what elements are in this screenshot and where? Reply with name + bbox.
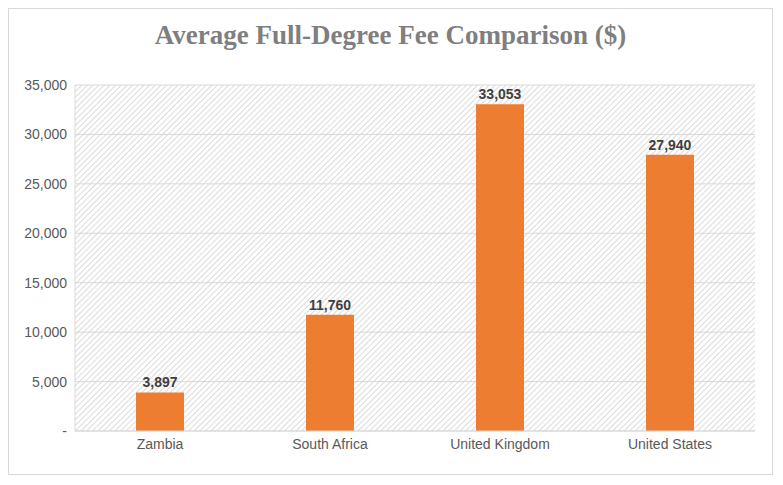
svg-text:25,000: 25,000 [24, 176, 67, 192]
svg-text:-: - [62, 423, 67, 439]
svg-text:11,760: 11,760 [309, 297, 351, 313]
svg-text:3,897: 3,897 [142, 374, 177, 390]
svg-text:15,000: 15,000 [24, 275, 67, 291]
svg-text:Zambia: Zambia [137, 436, 184, 452]
svg-text:33,053: 33,053 [479, 86, 522, 102]
html-text:Average Full-Degree Fee Compar: Average Full-Degree Fee Comparison ($) [154, 20, 627, 50]
svg-text:5,000: 5,000 [32, 374, 67, 390]
svg-text:United States: United States [628, 436, 712, 452]
svg-text:20,000: 20,000 [24, 225, 67, 241]
svg-text:10,000: 10,000 [24, 324, 67, 340]
svg-text:United Kingdom: United Kingdom [450, 436, 550, 452]
svg-text:30,000: 30,000 [24, 126, 67, 142]
svg-text:South Africa: South Africa [292, 436, 368, 452]
svg-text:27,940: 27,940 [649, 137, 692, 153]
svg-text:35,000: 35,000 [24, 77, 67, 93]
